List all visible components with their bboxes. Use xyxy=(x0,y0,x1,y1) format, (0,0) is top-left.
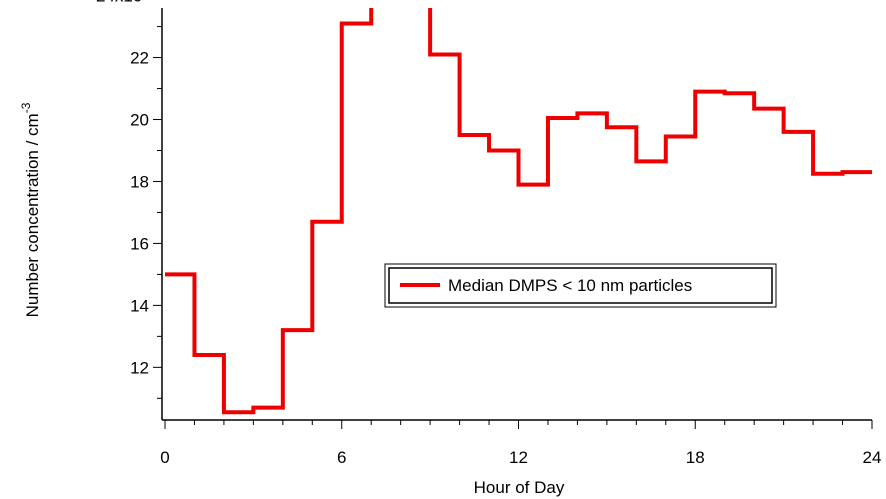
y-tick-label: 14 xyxy=(130,296,149,315)
y-tick-label: 22 xyxy=(130,49,149,68)
axes xyxy=(161,8,872,421)
x-tick-label: 18 xyxy=(686,448,705,467)
legend-label: Median DMPS < 10 nm particles xyxy=(448,276,692,295)
y-multiplier: 24x103 xyxy=(96,0,149,6)
y-tick-label: 16 xyxy=(130,234,149,253)
y-tick-label: 18 xyxy=(130,172,149,191)
legend: Median DMPS < 10 nm particles xyxy=(384,263,777,308)
x-ticks: 0 6 12 18 24 xyxy=(160,420,881,467)
x-axis-title: Hour of Day xyxy=(474,478,565,497)
x-tick-label: 24 xyxy=(863,448,882,467)
y-axis-title-superscript: -3 xyxy=(19,102,33,113)
y-tick-label: 12 xyxy=(130,358,149,377)
x-tick-label: 12 xyxy=(509,448,528,467)
y-multiplier-label: 24x103 xyxy=(96,0,149,6)
series-layer xyxy=(165,8,872,415)
series-line xyxy=(165,8,872,415)
y-tick-label: 20 xyxy=(130,111,149,130)
x-tick-label: 0 xyxy=(160,448,169,467)
x-tick-label: 6 xyxy=(337,448,346,467)
y-ticks: 12 14 16 18 20 22 xyxy=(130,26,162,399)
y-axis-title-text: Number concentration / cm xyxy=(23,113,42,317)
y-axis-title: Number concentration / cm-3 xyxy=(19,102,42,317)
legend-box-inner xyxy=(388,267,773,304)
y-tick-label: 24 xyxy=(96,0,115,6)
y-multiplier-base: x10 xyxy=(115,0,142,6)
